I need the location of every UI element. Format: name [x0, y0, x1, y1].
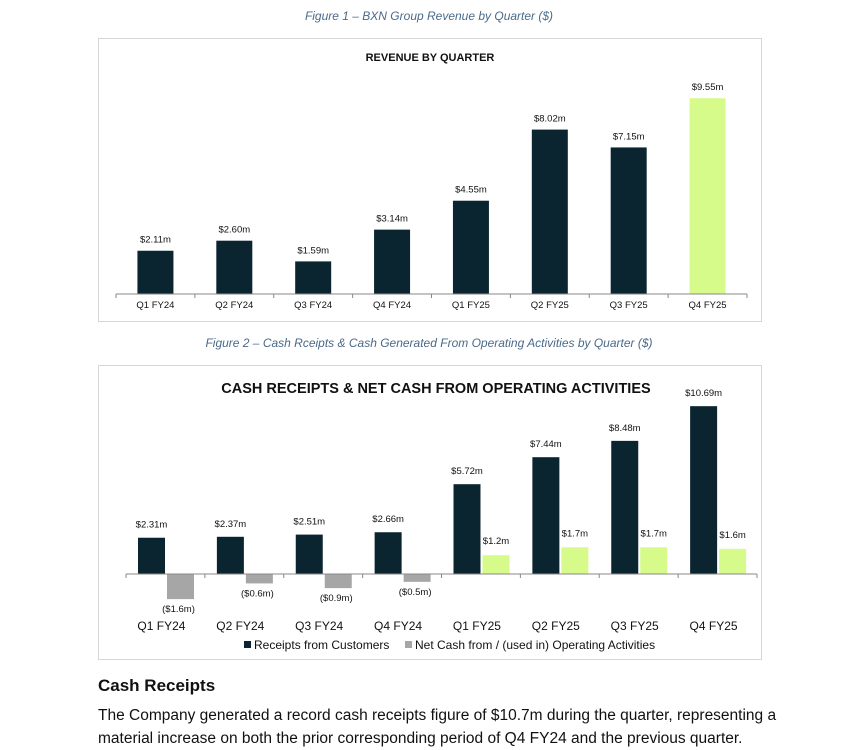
receipts-bar: [295, 534, 323, 574]
receipts-bar: [453, 484, 481, 574]
receipts-value-label: $8.48m: [609, 423, 641, 434]
x-tick-label: Q1 FY24: [136, 300, 174, 311]
net-cash-bar: [719, 548, 747, 574]
legend-swatch-net-cash: [405, 641, 412, 648]
x-tick-label: Q4 FY24: [374, 619, 422, 633]
figure2-caption: Figure 2 – Cash Rceipts & Cash Generated…: [205, 336, 653, 350]
bar-value-label: $8.02m: [534, 114, 566, 125]
bar-value-label: $9.55m: [692, 82, 724, 93]
revenue-bar: [531, 129, 568, 294]
net-cash-value-label: ($0.5m): [399, 587, 432, 598]
net-cash-bar: [482, 555, 510, 574]
receipts-value-label: $5.72m: [451, 466, 483, 477]
receipts-value-label: $2.51m: [293, 517, 325, 528]
bar-value-label: $3.14m: [376, 214, 408, 225]
receipts-value-label: $7.44m: [530, 439, 562, 450]
cash-chart-svg: CASH RECEIPTS & NET CASH FROM OPERATING …: [125, 381, 758, 652]
receipts-bar: [690, 406, 718, 574]
section-paragraph: The Company generated a record cash rece…: [98, 707, 777, 747]
chart-title: CASH RECEIPTS & NET CASH FROM OPERATING …: [221, 381, 651, 397]
receipts-bar: [216, 536, 244, 574]
bar-value-label: $2.11m: [140, 235, 171, 246]
revenue-chart: REVENUE BY QUARTER $2.11m Q1 FY24 $2.60m Q2 …: [98, 38, 762, 322]
net-cash-bar: [245, 574, 273, 584]
x-tick-label: Q1 FY24: [137, 619, 185, 633]
revenue-chart-svg: REVENUE BY QUARTER $2.11m Q1 FY24 $2.60m Q2 …: [115, 52, 748, 311]
x-tick-label: Q3 FY25: [610, 300, 648, 311]
revenue-bar: [452, 200, 489, 294]
x-tick-label: Q2 FY24: [215, 300, 253, 311]
receipts-bar: [374, 532, 402, 574]
net-cash-bar: [561, 547, 589, 574]
net-cash-value-label: ($0.6m): [241, 588, 274, 599]
revenue-bar: [295, 261, 332, 294]
bar-value-label: $2.60m: [218, 225, 250, 236]
receipts-bar: [611, 440, 639, 574]
net-cash-value-label: $1.7m: [641, 528, 667, 539]
legend-swatch-receipts: [244, 641, 251, 648]
bar-value-label: $4.55m: [455, 185, 487, 196]
receipts-value-label: $2.66m: [372, 514, 404, 525]
net-cash-value-label: $1.6m: [719, 530, 745, 541]
x-tick-label: Q4 FY25: [689, 300, 727, 311]
revenue-bar: [374, 229, 411, 294]
bar-value-label: $7.15m: [613, 131, 645, 142]
figure1-caption: Figure 1 – BXN Group Revenue by Quarter …: [304, 9, 554, 23]
chart-title: REVENUE BY QUARTER: [366, 52, 495, 64]
receipts-value-label: $10.69m: [685, 388, 722, 399]
net-cash-value-label: ($1.6m): [162, 604, 195, 615]
x-tick-label: Q1 FY25: [453, 619, 501, 633]
section-heading: Cash Receipts: [98, 676, 216, 695]
revenue-bar: [689, 98, 726, 294]
x-tick-label: Q4 FY25: [690, 619, 738, 633]
net-cash-bar: [403, 574, 431, 582]
bar-value-label: $1.59m: [297, 245, 329, 256]
net-cash-value-label: $1.2m: [483, 536, 509, 547]
x-tick-label: Q3 FY24: [294, 300, 332, 311]
revenue-bar: [216, 240, 253, 294]
net-cash-bar: [324, 574, 352, 589]
receipts-bar: [532, 457, 560, 574]
receipts-value-label: $2.37m: [215, 519, 247, 530]
receipts-value-label: $2.31m: [136, 520, 168, 531]
legend-label-net-cash: Net Cash from / (used in) Operating Acti…: [415, 638, 655, 652]
net-cash-value-label: $1.7m: [562, 528, 588, 539]
x-tick-label: Q3 FY25: [611, 619, 659, 633]
revenue-bar: [610, 147, 647, 294]
net-cash-bar: [640, 547, 668, 574]
x-tick-label: Q3 FY24: [295, 619, 343, 633]
x-tick-label: Q1 FY25: [452, 300, 490, 311]
x-tick-label: Q4 FY24: [373, 300, 411, 311]
x-tick-label: Q2 FY24: [216, 619, 264, 633]
x-tick-label: Q2 FY25: [532, 619, 580, 633]
net-cash-bar: [167, 574, 194, 600]
receipts-bar: [138, 537, 165, 574]
net-cash-value-label: ($0.9m): [320, 593, 353, 604]
cash-chart: CASH RECEIPTS & NET CASH FROM OPERATING …: [98, 365, 762, 660]
x-tick-label: Q2 FY25: [531, 300, 569, 311]
legend-label-receipts: Receipts from Customers: [254, 638, 389, 652]
revenue-bar: [137, 250, 174, 294]
